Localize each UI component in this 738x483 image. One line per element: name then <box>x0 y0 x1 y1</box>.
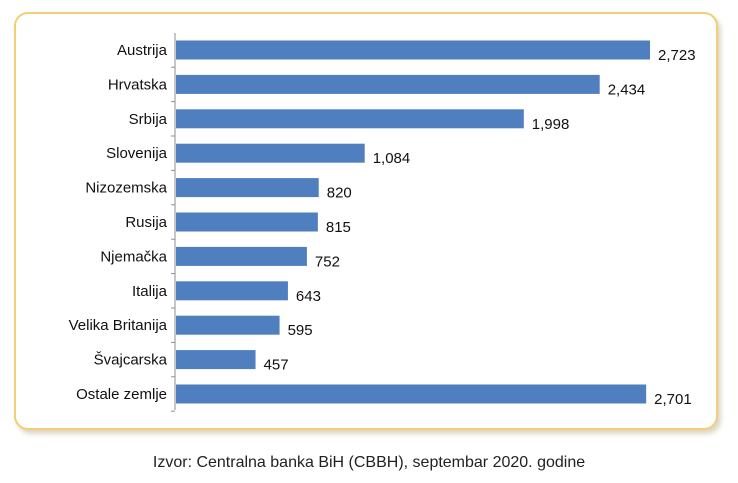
bar <box>176 281 288 301</box>
bar <box>176 315 280 335</box>
category-label: Švajcarska <box>94 352 168 369</box>
category-label: Ostale zemlje <box>76 386 167 403</box>
data-label: 815 <box>326 219 351 236</box>
data-label: 1,084 <box>373 150 411 167</box>
category-label: Njemačka <box>100 248 167 265</box>
data-label: 643 <box>296 288 321 305</box>
bar <box>176 109 524 129</box>
category-label: Hrvatska <box>108 76 168 93</box>
bar <box>176 40 650 60</box>
data-label: 752 <box>315 253 340 270</box>
bar <box>176 178 319 198</box>
source-note: Izvor: Centralna banka BiH (CBBH), septe… <box>152 454 586 471</box>
category-label: Srbija <box>129 111 168 128</box>
category-label: Austrija <box>117 42 168 59</box>
category-label: Velika Britanija <box>69 317 168 334</box>
bar <box>176 143 365 163</box>
category-label: Nizozemska <box>85 180 167 197</box>
data-label: 2,723 <box>658 47 696 64</box>
category-label: Rusija <box>125 214 167 231</box>
bar <box>176 384 647 404</box>
data-label: 1,998 <box>532 116 570 133</box>
data-label: 2,701 <box>654 391 692 408</box>
bar <box>176 246 307 266</box>
data-label: 595 <box>288 322 313 339</box>
data-label: 820 <box>327 185 352 202</box>
data-label: 2,434 <box>608 81 646 98</box>
category-label: Italija <box>132 283 168 300</box>
bar <box>176 212 318 232</box>
data-label: 457 <box>264 357 289 374</box>
bar-chart: Austrija 2,723 Hrvatska 2,434 Srbija 1,998 Slo… <box>69 33 696 412</box>
bar <box>176 74 600 94</box>
bar <box>176 350 256 370</box>
category-label: Slovenija <box>106 145 168 162</box>
